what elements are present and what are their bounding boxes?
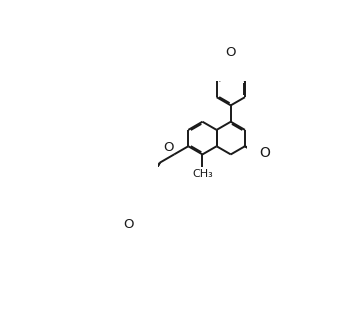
Text: O: O	[123, 218, 133, 231]
Text: CH₃: CH₃	[192, 169, 213, 179]
Text: O: O	[259, 146, 270, 160]
Text: O: O	[226, 46, 236, 59]
Text: O: O	[163, 141, 174, 154]
